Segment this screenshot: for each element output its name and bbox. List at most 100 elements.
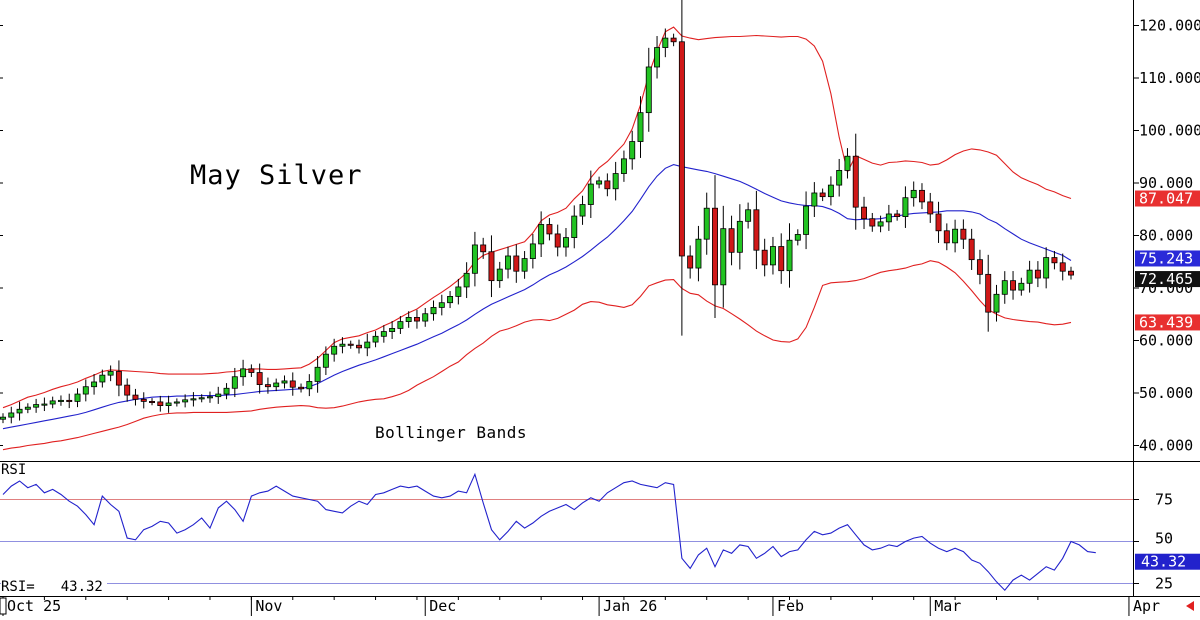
scroll-left-box: [0, 597, 7, 615]
candle-body-down: [968, 238, 975, 261]
candle-body-up: [91, 381, 98, 388]
price-tick-label: 50.000: [1139, 384, 1193, 402]
candle: [182, 394, 189, 408]
time-tick-label: Jan 26: [603, 597, 657, 615]
candle-body-up: [231, 376, 238, 389]
time-tick-label: Mar: [934, 597, 961, 615]
candle: [620, 150, 627, 182]
candle-body-down: [869, 218, 876, 227]
candle: [786, 223, 793, 288]
last-price-tag: 72.465: [1139, 270, 1193, 288]
candle: [960, 219, 967, 249]
candle: [248, 364, 255, 377]
candle: [521, 251, 528, 279]
candle: [529, 234, 536, 269]
candle-body-down: [554, 233, 561, 248]
price-tick-label: 120.000: [1139, 17, 1200, 35]
candle-body-down: [943, 230, 950, 244]
candle-body-up: [198, 397, 205, 400]
candle-body-up: [620, 158, 627, 174]
candle-body-down: [670, 37, 677, 43]
candle: [289, 372, 296, 396]
candle: [115, 360, 122, 397]
candle: [91, 374, 98, 395]
lower-bollinger-band: [2, 260, 1072, 451]
candle-body-up: [587, 183, 594, 205]
candle-body-down: [894, 213, 901, 218]
candle: [339, 337, 346, 354]
candle: [364, 333, 371, 357]
candle-body-down: [157, 401, 164, 406]
time-tick-label: Feb: [777, 597, 804, 615]
candle: [604, 173, 611, 197]
candle: [99, 369, 106, 388]
candle: [82, 379, 89, 402]
bollinger-bands-label: Bollinger Bands: [375, 423, 527, 442]
candle: [16, 401, 23, 421]
candle-body-up: [190, 398, 197, 401]
candle-body-up: [902, 197, 909, 217]
price-tick-label: 100.000: [1139, 122, 1200, 140]
candle-body-up: [41, 403, 48, 406]
candle-body-up: [8, 412, 15, 418]
candle-body-up: [331, 345, 338, 355]
candle: [703, 192, 710, 255]
candle-body-down: [66, 399, 73, 402]
rsi-readout: RSI= 43.32: [1, 579, 107, 595]
candle: [430, 300, 437, 321]
candle: [695, 225, 702, 282]
candle-body-up: [0, 416, 6, 420]
candle: [331, 338, 338, 362]
candle: [149, 398, 155, 406]
rsi-last-tag-bg: [1135, 553, 1200, 570]
candle-body-up: [165, 402, 172, 407]
candle-body-down: [1010, 280, 1017, 291]
candle: [347, 340, 354, 349]
candle-body-up: [430, 307, 437, 315]
lower-band-tag: 63.439: [1139, 313, 1193, 331]
candle-body-up: [74, 393, 81, 402]
candle: [844, 148, 851, 179]
candle: [173, 398, 180, 407]
candle-body-up: [107, 371, 114, 376]
candle-body-up: [173, 401, 180, 404]
candle: [794, 229, 801, 246]
candle-body-up: [662, 37, 669, 48]
candle-body-down: [289, 380, 296, 388]
candle: [670, 33, 677, 47]
price-tick-label: 80.000: [1139, 227, 1193, 245]
candle-body-down: [124, 384, 131, 396]
candle-body-down: [1059, 262, 1066, 272]
candle: [919, 183, 925, 210]
candle: [662, 28, 669, 58]
candle-body-up: [306, 381, 313, 390]
candle-body-up: [364, 341, 371, 349]
time-tick-label: Apr: [1133, 597, 1160, 615]
candle-body-up: [645, 66, 652, 114]
candle-body-down: [1034, 269, 1041, 279]
candle: [298, 383, 305, 393]
candle: [894, 209, 901, 221]
candle-body-up: [703, 207, 710, 240]
candle-body-up: [240, 368, 247, 378]
candle: [769, 236, 776, 275]
candle-body-down: [728, 228, 735, 253]
candle: [745, 202, 752, 229]
candle-body-up: [438, 302, 445, 308]
candle: [264, 377, 271, 394]
candle-body-down: [1068, 270, 1074, 276]
candle: [74, 388, 81, 408]
candle: [836, 158, 843, 197]
candle-body-up: [786, 239, 793, 272]
candle-body-up: [273, 382, 280, 388]
candle-body-up: [314, 366, 321, 382]
candle: [645, 47, 652, 132]
candle: [314, 356, 321, 393]
candle-body-up: [422, 313, 429, 322]
candle: [140, 392, 147, 409]
candle: [902, 186, 909, 228]
candle: [356, 339, 362, 354]
candle-body-up: [803, 205, 810, 235]
candle: [389, 321, 396, 339]
